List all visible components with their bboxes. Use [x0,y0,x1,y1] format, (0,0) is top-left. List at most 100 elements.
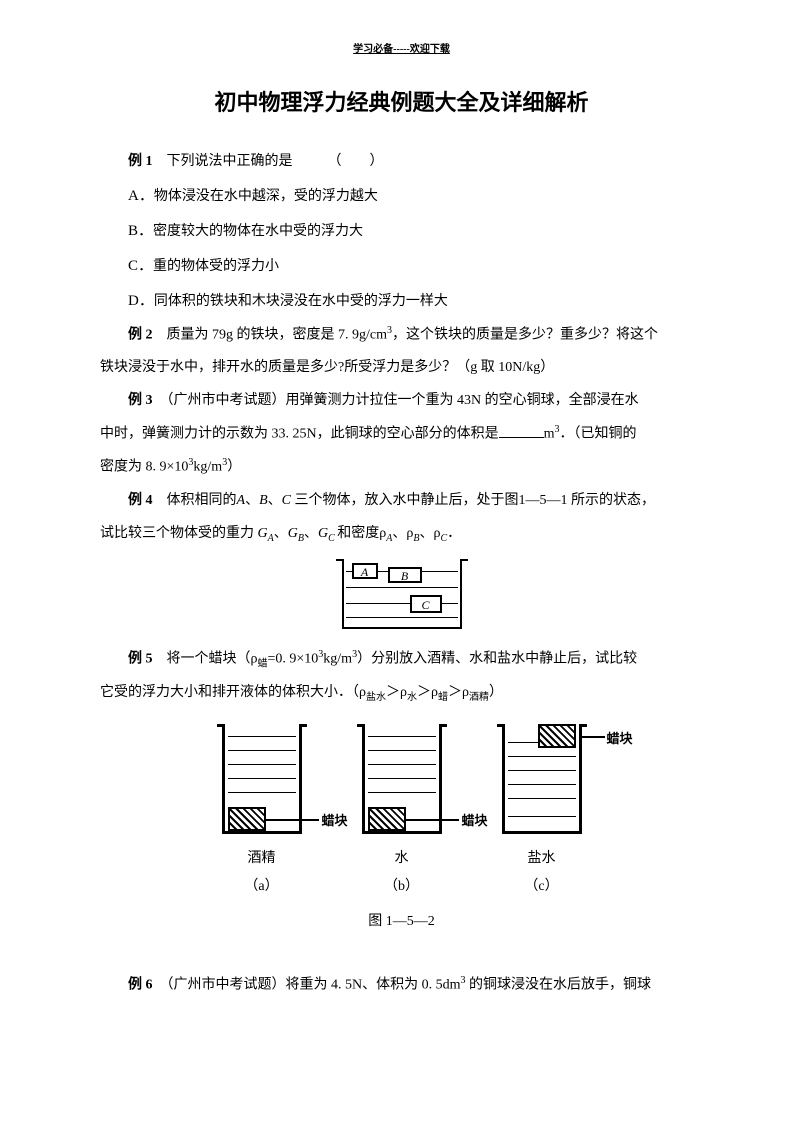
option-d-text: 同体积的铁块和木块浸没在水中受的浮力一样大 [154,294,448,309]
wax-c [538,724,576,748]
example4-line2: 试比较三个物体受的重力 GA、GB、GC 和密度ρA、ρB、ρC． [100,519,703,550]
blank-field [499,424,544,438]
wax-a [228,807,266,831]
beaker2-c [502,724,582,834]
sub-b1: B [298,532,304,543]
var-gc: G [318,526,328,541]
var-gb: G [288,526,298,541]
example3-text3: m [544,427,555,442]
option-b-letter: B． [128,223,153,239]
example3-line2: 中时，弹簧测力计的示数为 33. 25N，此铜球的空心部分的体积是m3．（已知铜… [100,419,703,450]
beaker1: A B C [342,559,462,629]
example3-text5: 密度为 8. 9×10 [100,460,188,475]
rho-al: ρ [462,685,469,700]
pointer-b [404,819,459,821]
wax-label-c: 蜡块 [607,728,633,747]
rho-w: ρ [400,685,407,700]
example5-line1: 例 5 将一个蜡块（ρ蜡=0. 9×103kg/m3）分别放入酒精、水和盐水中静… [100,644,703,675]
wax-b [368,807,406,831]
example4-text1: 体积相同的 [167,493,237,508]
wl-a3 [228,764,296,765]
wl-c2 [508,756,576,757]
var-a: A [237,493,246,508]
sub-al: 酒精 [469,692,489,703]
example4-label: 例 4 [128,493,153,508]
example2-label: 例 2 [128,327,153,342]
beaker-label-c: 盐水 [502,847,582,867]
example3-text7: ） [227,460,241,475]
block-c: C [410,595,442,613]
sub-b2: B [413,532,419,543]
beaker-group-a: 蜡块 酒精 （a） [222,724,302,895]
water-line1-4 [346,617,458,618]
pointer-a [264,819,319,821]
example4-text3: 试比较三个物体受的重力 [100,526,254,541]
example2-line1: 例 2 质量为 79g 的铁块，密度是 7. 9g/cm3，这个铁块的质量是多少… [100,320,703,351]
option-b-text: 密度较大的物体在水中受的浮力大 [153,224,363,239]
example5-text3: kg/m [323,652,352,667]
example3-text6: kg/m [193,460,222,475]
sub-w: 水 [407,692,417,703]
option-a-letter: A． [128,188,154,204]
beaker-group-c: 蜡块 盐水 （c） [502,724,582,895]
gt3: ＞ [448,685,462,700]
example5-text1: 将一个蜡块（ [167,652,251,667]
diagram1: A B C [342,559,462,629]
example3-text2: 中时，弹簧测力计的示数为 33. 25N，此铜球的空心部分的体积是 [100,427,499,442]
beaker-sublabel-a: （a） [222,875,302,895]
example3-label: 例 3 [128,393,153,408]
wl-c6 [508,816,576,817]
wl-a1 [228,736,296,737]
example6-text1: （广州市中考试题）将重为 4. 5N、体积为 0. 5dm [167,977,461,992]
example5-text4: ）分别放入酒精、水和盐水中静止后，试比较 [357,652,637,667]
option-d: D．同体积的铁块和木块浸没在水中受的浮力一样大 [100,285,703,318]
sub-a1: A [268,532,274,543]
beaker-sublabel-b: （b） [362,875,442,895]
wl-c3 [508,770,576,771]
example2-text2: ，这个铁块的质量是多少？重多少？将这个 [392,327,658,342]
example1-label: 例 1 [128,154,153,169]
example5-text5: 它受的浮力大小和排开液体的体积大小．（ [100,685,359,700]
option-a-text: 物体浸没在水中越深，受的浮力越大 [154,189,378,204]
beaker-label-a: 酒精 [222,847,302,867]
sub-wax: 蜡 [258,659,268,670]
wax-label-a: 蜡块 [322,810,348,829]
example3-line1: 例 3 （广州市中考试题）用弹簧测力计拉住一个重为 43N 的空心铜球，全部浸在… [100,386,703,417]
example3-text1: （广州市中考试题）用弹簧测力计拉住一个重为 43N 的空心铜球，全部浸在水 [167,393,639,408]
sub-c2: C [440,532,447,543]
document-title: 初中物理浮力经典例题大全及详细解析 [100,85,703,117]
page-header: 学习必备-----欢迎下载 [100,40,703,55]
rho-sw: ρ [359,685,366,700]
wl-b5 [368,792,436,793]
wl-b4 [368,778,436,779]
beaker2-b [362,724,442,834]
example6-text2: 的铜球浸没在水后放手，铜球 [466,977,652,992]
option-c-text: 重的物体受的浮力小 [153,259,279,274]
block-b: B [388,567,422,583]
example4-line1: 例 4 体积相同的A、B、C 三个物体，放入水中静止后，处于图1—5—1 所示的… [100,486,703,517]
example5-label: 例 5 [128,652,153,667]
beaker-group-b: 蜡块 水 （b） [362,724,442,895]
rho-wax: ρ [251,652,258,667]
var-c: C [282,493,295,508]
var-b: B [259,493,268,508]
beaker2-a [222,724,302,834]
option-c: C．重的物体受的浮力小 [100,250,703,283]
option-b: B．密度较大的物体在水中受的浮力大 [100,215,703,248]
water-line1-2 [346,587,458,588]
sub-sw: 盐水 [366,692,386,703]
example6-label: 例 6 [128,977,153,992]
wl-b2 [368,750,436,751]
gt2: ＞ [417,685,431,700]
diagram2-container: 蜡块 酒精 （a） 蜡块 水 （b） [100,724,703,895]
wl-a5 [228,792,296,793]
wl-b3 [368,764,436,765]
beaker-sublabel-c: （c） [502,875,582,895]
sub-wx: 蜡 [438,692,448,703]
option-a: A．物体浸没在水中越深，受的浮力越大 [100,180,703,213]
sub-a2: A [386,532,392,543]
example5-text2: =0. 9×10 [268,652,319,667]
wl-b1 [368,736,436,737]
sub-c1: C [328,532,337,543]
option-c-letter: C． [128,258,153,274]
